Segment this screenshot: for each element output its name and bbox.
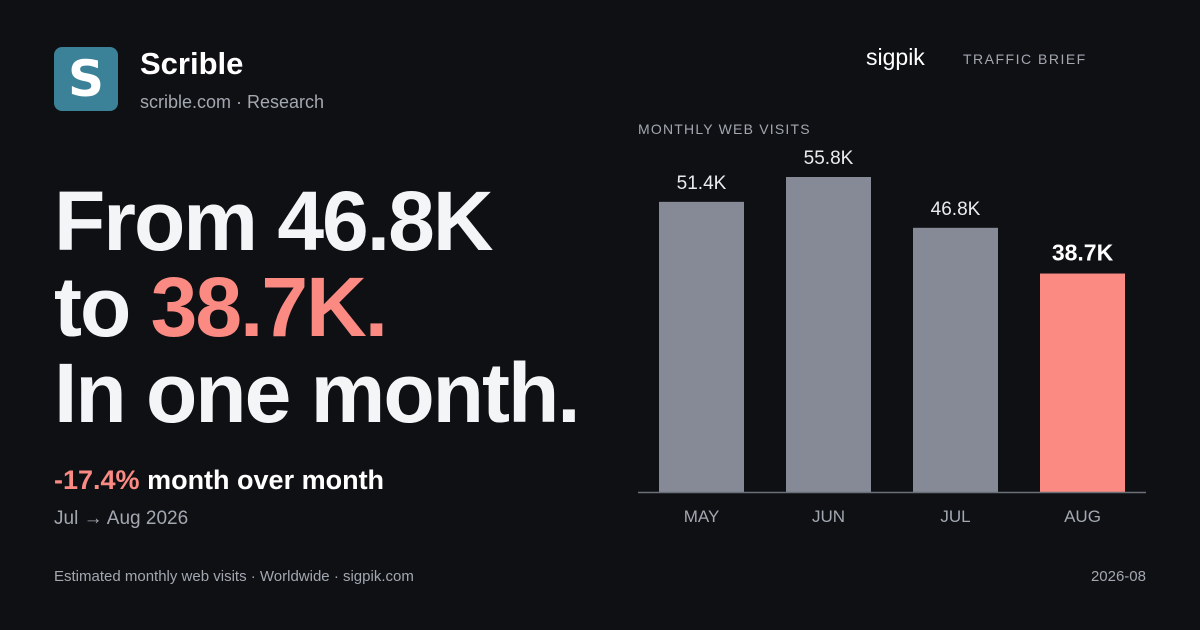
bar-jun bbox=[786, 177, 871, 492]
headline-line-2-prefix: to bbox=[54, 260, 151, 354]
headline-accent-value: 38.7K. bbox=[150, 260, 388, 354]
headline: From 46.8K to 38.7K. In one month. bbox=[54, 174, 581, 440]
x-tick-label: JUN bbox=[812, 507, 845, 526]
bar-value-label: 46.8K bbox=[931, 199, 981, 220]
bar-value-label: 51.4K bbox=[677, 173, 727, 194]
change-text: month over month bbox=[139, 465, 385, 495]
bar-aug bbox=[1040, 273, 1125, 492]
source-name: sigpik bbox=[866, 44, 925, 70]
period-label: Jul → Aug 2026 bbox=[54, 508, 189, 529]
brand-logo: S bbox=[54, 47, 118, 111]
brand-subtitle: scrible.com · Research bbox=[140, 92, 325, 112]
x-tick-label: JUL bbox=[940, 507, 970, 526]
chart-title: MONTHLY WEB VISITS bbox=[638, 121, 811, 137]
x-tick-label: MAY bbox=[684, 507, 720, 526]
x-tick-label: AUG bbox=[1064, 507, 1101, 526]
footer-note: Estimated monthly web visits · Worldwide… bbox=[54, 568, 414, 585]
headline-line-1: From 46.8K bbox=[54, 174, 493, 268]
bar-value-label: 55.8K bbox=[804, 148, 854, 169]
change-percent: -17.4% bbox=[54, 465, 140, 495]
bar-jul bbox=[913, 227, 998, 492]
change-summary: -17.4% month over month bbox=[54, 465, 384, 496]
headline-line-2: to 38.7K. bbox=[54, 264, 579, 350]
footer-date: 2026-08 bbox=[1090, 568, 1146, 585]
bar-value-label: 38.7K bbox=[1052, 240, 1114, 266]
brand-logo-letter: S bbox=[67, 50, 104, 108]
bar-may bbox=[659, 201, 744, 492]
headline-line-3: In one month. bbox=[54, 346, 581, 440]
brand-name: Scrible bbox=[140, 46, 244, 81]
report-tag: TRAFFIC BRIEF bbox=[963, 51, 1087, 67]
